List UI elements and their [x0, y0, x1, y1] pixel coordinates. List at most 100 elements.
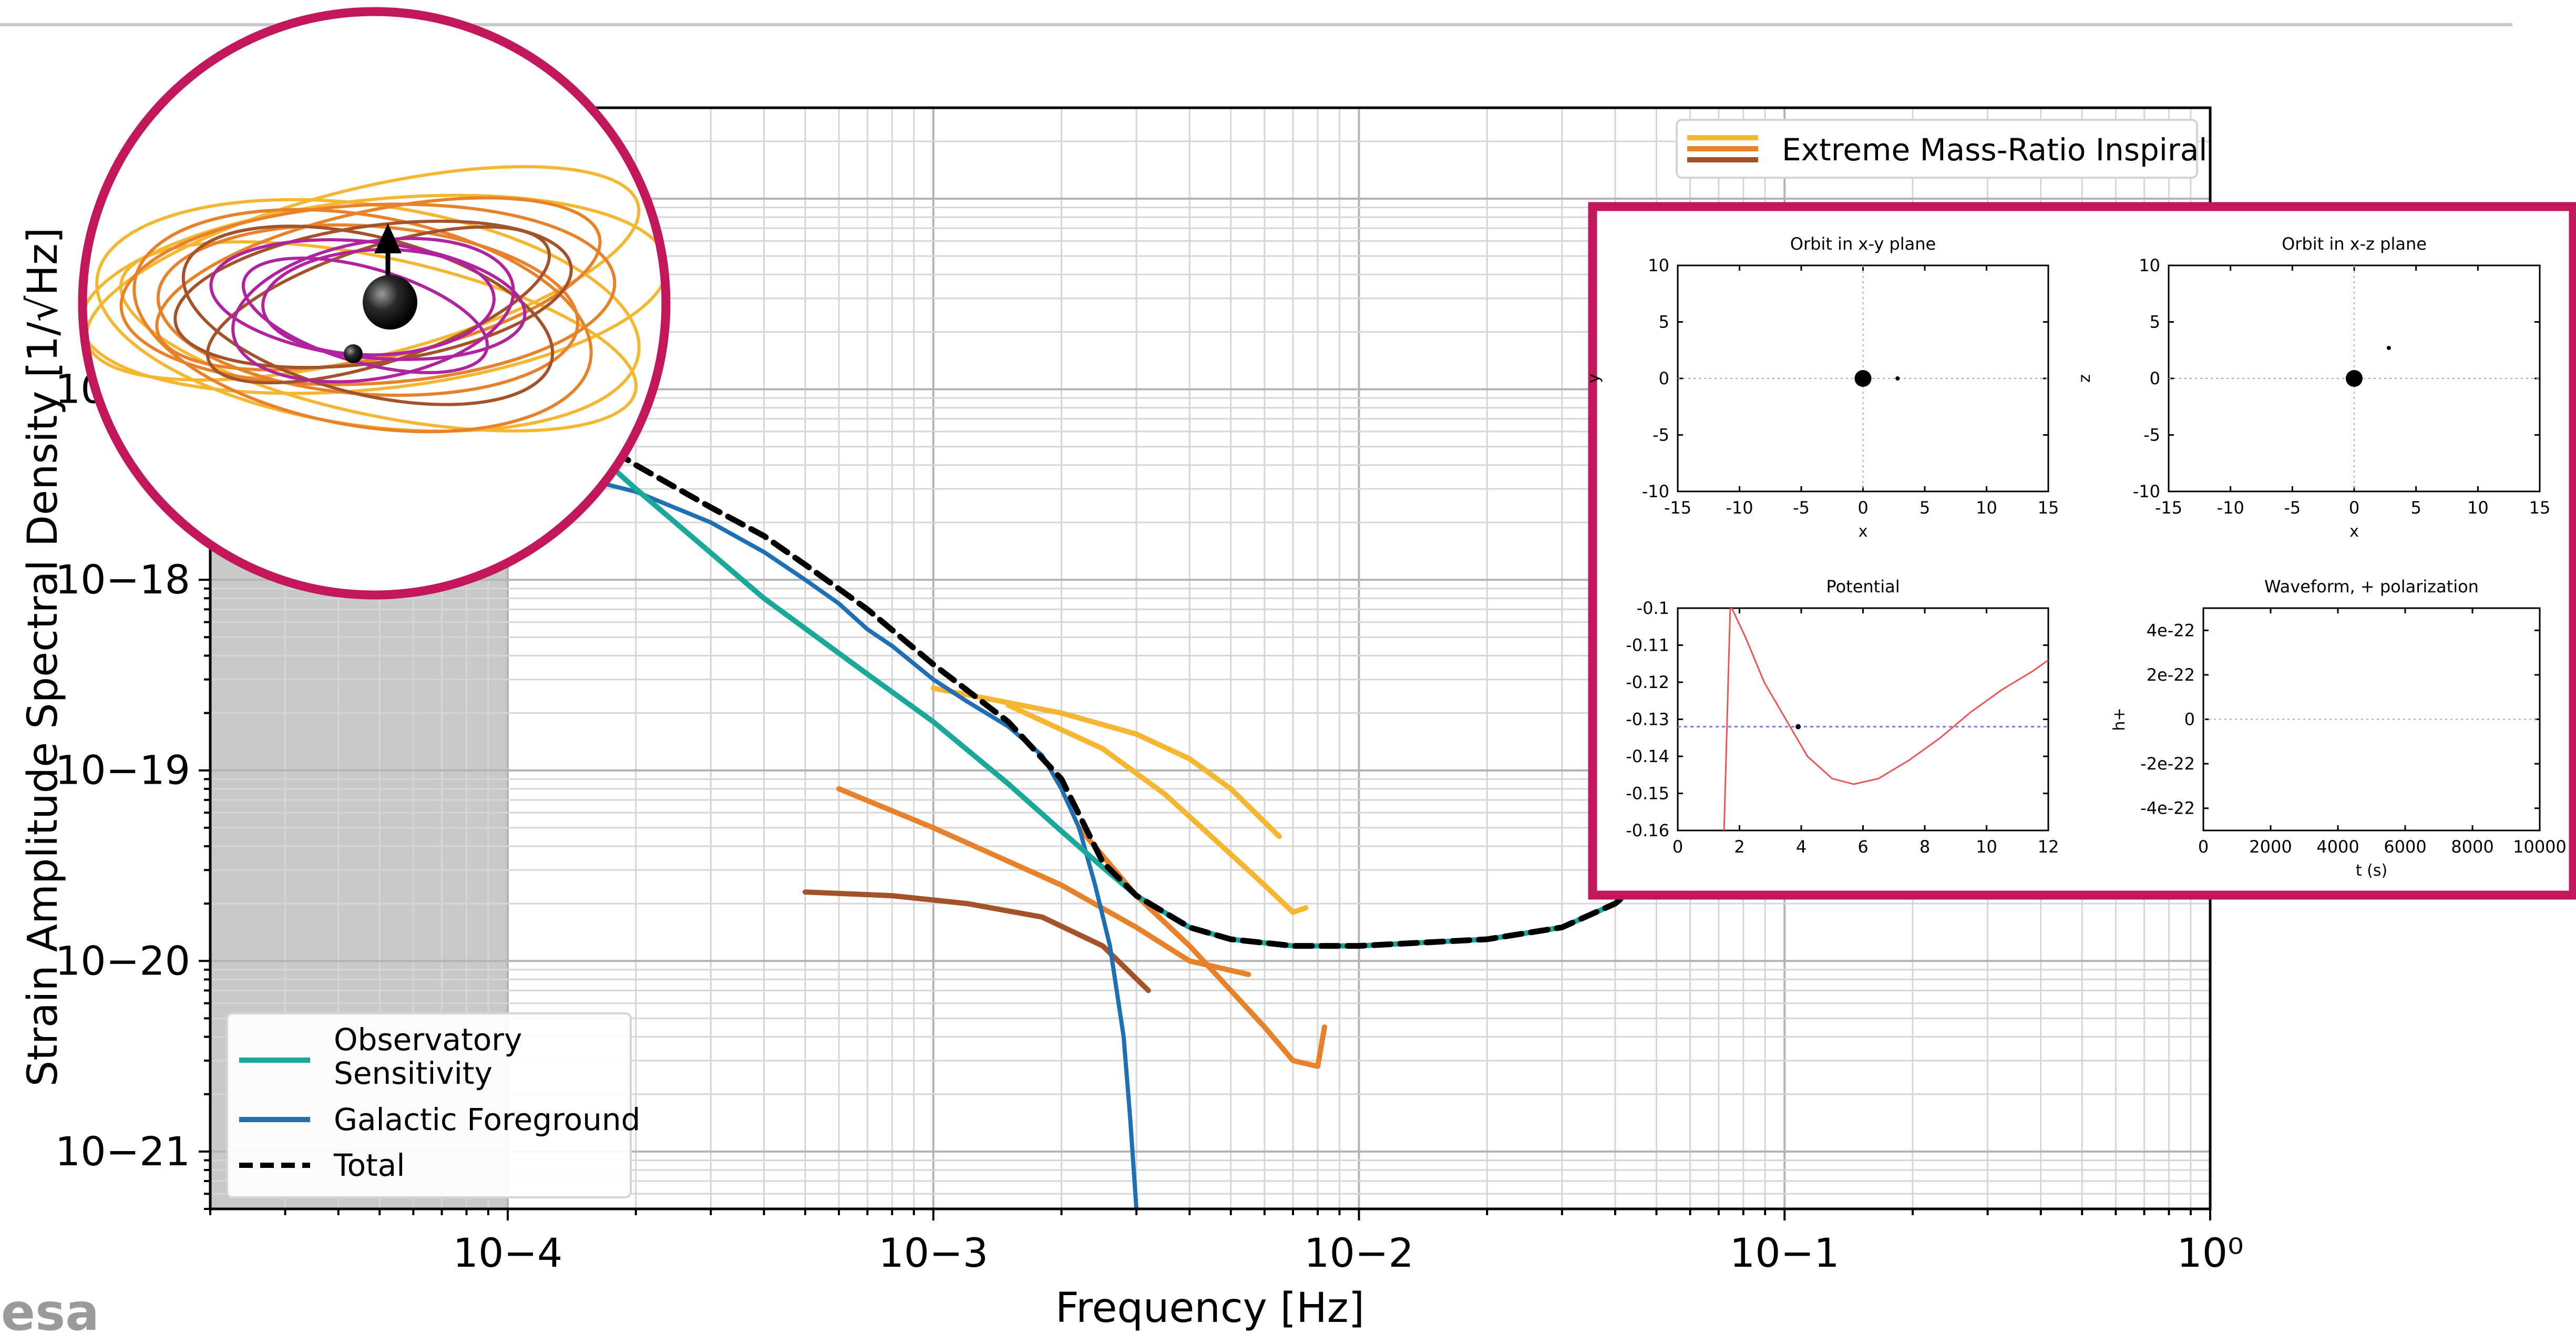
spin-arrow-icon [374, 223, 402, 253]
subplot-y-tick-label: -10 [1642, 481, 1669, 501]
subplot-x-tick-label: 0 [1857, 498, 1868, 518]
subplot-2: Orbit in x-z plane-15 -10 -5 0 5 10 15-10-5051… [2076, 234, 2550, 541]
simulator-subplots: Orbit in x-y plane-15 -10 -5 0 5 10 15-10-5051… [1585, 234, 2567, 880]
series-line-5 [1005, 702, 1309, 915]
subplot-y-tick-label: -0.1 [1637, 598, 1669, 618]
legend-label-emri: Extreme Mass-Ratio Inspiral [1782, 132, 2207, 168]
subplot-x-tick-label: 2000 [2249, 837, 2292, 857]
subplot-x-tick-label: -15 [2155, 498, 2182, 518]
subplot-title: Orbit in x-y plane [1790, 234, 1936, 254]
subplot-x-tick-label: 4 [1796, 837, 1807, 857]
subplot-y-label: z [2076, 374, 2094, 383]
series-line-4 [930, 685, 1282, 839]
x-axis-label: Frequency [Hz] [1055, 1285, 1364, 1332]
subplot-title: Potential [1826, 577, 1900, 597]
subplot-y-tick-label: 0 [1659, 368, 1669, 388]
potential-marker [1795, 724, 1801, 730]
subplot-x-tick-label: 0 [2349, 498, 2359, 518]
orbiter-point [2386, 345, 2391, 350]
central-body-point [2346, 370, 2363, 387]
subplot-x-tick-label: 4000 [2316, 837, 2359, 857]
subplot-x-tick-label: -5 [2284, 498, 2301, 518]
subplot-y-tick-label: 10 [1648, 255, 1669, 275]
subplot-y-tick-label: -0.14 [1626, 746, 1669, 766]
y-tick-label: 10−19 [55, 747, 190, 794]
x-tick-label: 10⁰ [2177, 1229, 2243, 1276]
subplot-x-tick-label: 10 [1976, 498, 1997, 518]
subplot-y-tick-label: -0.11 [1626, 635, 1669, 655]
y-tick-label: 10−18 [55, 556, 190, 603]
subplot-y-tick-label: -4e-22 [2140, 798, 2195, 818]
potential-curve [1731, 608, 2049, 785]
subplot-x-tick-label: 8 [1920, 837, 1930, 857]
subplot-y-tick-label: -0.15 [1626, 784, 1669, 804]
subplot-y-tick-label: -2e-22 [2140, 754, 2195, 774]
subplot-y-label: y [1585, 374, 1603, 383]
subplot-x-label: x [1859, 522, 1868, 541]
subplot-x-tick-label: 5 [2410, 498, 2421, 518]
subplot-x-tick-label: 12 [2038, 837, 2059, 857]
orbit-path [155, 196, 602, 372]
orbit-path [173, 219, 573, 370]
subplot-x-tick-label: -15 [1664, 498, 1691, 518]
y-tick-label: 10−21 [55, 1128, 190, 1175]
subplot-y-tick-label: 10 [2139, 255, 2160, 275]
subplot-y-tick-label: -5 [1653, 425, 1669, 445]
y-axis-label: Strain Amplitude Spectral Density [1/√Hz… [19, 228, 67, 1087]
subplot-x-tick-label: 6000 [2384, 837, 2426, 857]
subplot-x-tick-label: 10000 [2513, 837, 2567, 857]
orbit-circle-frame [78, 7, 671, 600]
subplot-y-tick-label: 5 [1659, 312, 1669, 332]
orbit-path [83, 193, 666, 395]
orbit-path [231, 237, 515, 384]
legend-label-sensitivity-line1: Observatory [334, 1022, 522, 1058]
subplot-x-tick-label: 6 [1857, 837, 1868, 857]
orbit-path [119, 202, 617, 386]
subplot-x-tick-label: -5 [1793, 498, 1810, 518]
subplot-y-tick-label: -0.12 [1626, 672, 1669, 692]
orbiter-point [1895, 376, 1900, 381]
subplot-y-tick-label: -5 [2143, 425, 2160, 445]
top-divider [0, 23, 2512, 26]
legend-box-emri [1676, 119, 2198, 179]
x-tick-labels: 10−4 10−3 10−2 10−1 10⁰ [453, 1229, 2244, 1276]
subplot-y-tick-label: -10 [2133, 481, 2160, 501]
subplot-y-tick-label: 0 [2184, 710, 2195, 730]
subplot-x-tick-label: 0 [2198, 837, 2209, 857]
legend-label-sensitivity-line2: Sensitivity [334, 1055, 492, 1091]
subplot-x-label: t (s) [2356, 861, 2387, 880]
orbit-illustration [78, 7, 671, 600]
subplot-4: Waveform, + polarization 0 2000 4000 6000 800… [2110, 577, 2567, 880]
subplot-x-tick-label: 0 [1672, 837, 1683, 857]
esa-logo: esa [1, 1283, 99, 1334]
subplot-y-tick-label: 5 [2150, 312, 2160, 332]
simulator-panel: Orbit in x-y plane-15 -10 -5 0 5 10 15-10-5051… [1585, 202, 2576, 900]
subplot-y-tick-label: 0 [2150, 368, 2160, 388]
x-tick-label: 10−2 [1304, 1229, 1414, 1276]
subplot-frame [1677, 607, 2049, 832]
subplot-title: Orbit in x-z plane [2282, 234, 2427, 254]
subplot-x-tick-label: -10 [1726, 498, 1753, 518]
subplot-x-tick-label: -10 [2217, 498, 2244, 518]
subplot-1: Orbit in x-y plane-15 -10 -5 0 5 10 15-10-5051… [1585, 234, 2059, 541]
legend-label-total: Total [333, 1147, 405, 1183]
x-tick-label: 10−3 [878, 1229, 988, 1276]
legend-label-foreground: Galactic Foreground [334, 1102, 640, 1137]
subplot-y-label: h+ [2110, 707, 2129, 731]
x-tick-label: 10−4 [453, 1229, 563, 1276]
subplot-y-tick-label: -0.16 [1626, 820, 1669, 840]
subplot-x-tick-label: 5 [1920, 498, 1930, 518]
legend-upper-right: Extreme Mass-Ratio Inspiral [1676, 119, 2207, 179]
central-body-point [1854, 370, 1872, 387]
subplot-y-tick-label: 2e-22 [2147, 665, 2195, 685]
subplot-x-tick-label: 15 [2529, 498, 2551, 518]
orbit-path [132, 208, 593, 434]
subplot-y-tick-label: -0.13 [1626, 710, 1669, 730]
legend-lower-left: Observatory Sensitivity Galactic Foregro… [226, 1012, 640, 1198]
subplot-y-tick-label: 4e-22 [2147, 620, 2195, 640]
legend-box [226, 1012, 632, 1198]
subplot-x-tick-label: 15 [2038, 498, 2059, 518]
subplot-x-tick-label: 2 [1734, 837, 1744, 857]
subplot-x-tick-label: 10 [1976, 837, 1997, 857]
subplot-x-label: x [2349, 522, 2359, 541]
